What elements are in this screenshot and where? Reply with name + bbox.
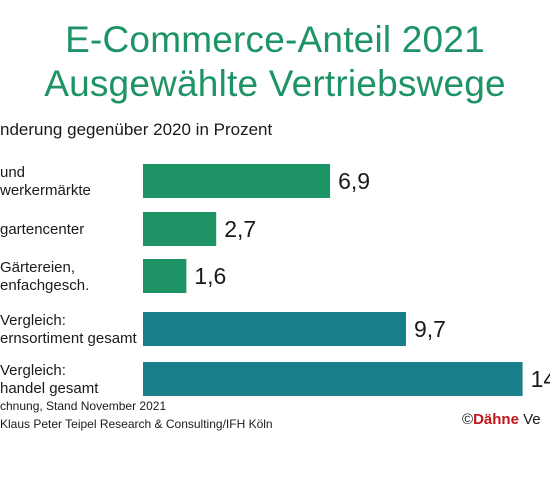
- chart-title-line1: E-Commerce-Anteil 2021: [65, 19, 485, 60]
- value-label-4: 9,7: [414, 316, 446, 342]
- category-label-4-2: ernsortiment gesamt: [0, 330, 138, 347]
- bar-1: [143, 164, 331, 198]
- category-label-3-2: enfachgesch.: [0, 277, 89, 294]
- category-label-5-1: Vergleich:: [0, 362, 66, 379]
- chart-title-line2: Ausgewählte Vertriebswege: [44, 63, 506, 104]
- category-label-4-1: Vergleich:: [0, 312, 66, 329]
- category-label-1-2: werkermärkte: [0, 182, 91, 199]
- bar-4: [143, 312, 406, 346]
- value-label-2: 2,7: [224, 216, 256, 242]
- value-label-1: 6,9: [338, 168, 370, 194]
- category-label-1-1: und: [0, 164, 25, 181]
- category-label-5-2: handel gesamt: [0, 380, 99, 397]
- value-label-5: 14: [531, 366, 550, 392]
- bar-3: [143, 259, 187, 293]
- copyright-brand: Dähne: [473, 411, 519, 428]
- bar-5: [143, 362, 523, 396]
- source-note: chnung, Stand November 2021: [0, 399, 167, 413]
- bar-2: [143, 212, 217, 246]
- source-credit: Klaus Peter Teipel Research & Consulting…: [0, 417, 273, 431]
- copyright-symbol: ©: [462, 411, 474, 428]
- category-label-2-1: gartencenter: [0, 221, 84, 238]
- category-label-3-1: Gärtereien,: [0, 259, 75, 276]
- chart-subtitle: nderung gegenüber 2020 in Prozent: [0, 120, 273, 139]
- value-label-3: 1,6: [194, 263, 226, 289]
- copyright-notice: ©Dähne Ve: [462, 411, 541, 428]
- copyright-rest: Ve: [518, 411, 541, 428]
